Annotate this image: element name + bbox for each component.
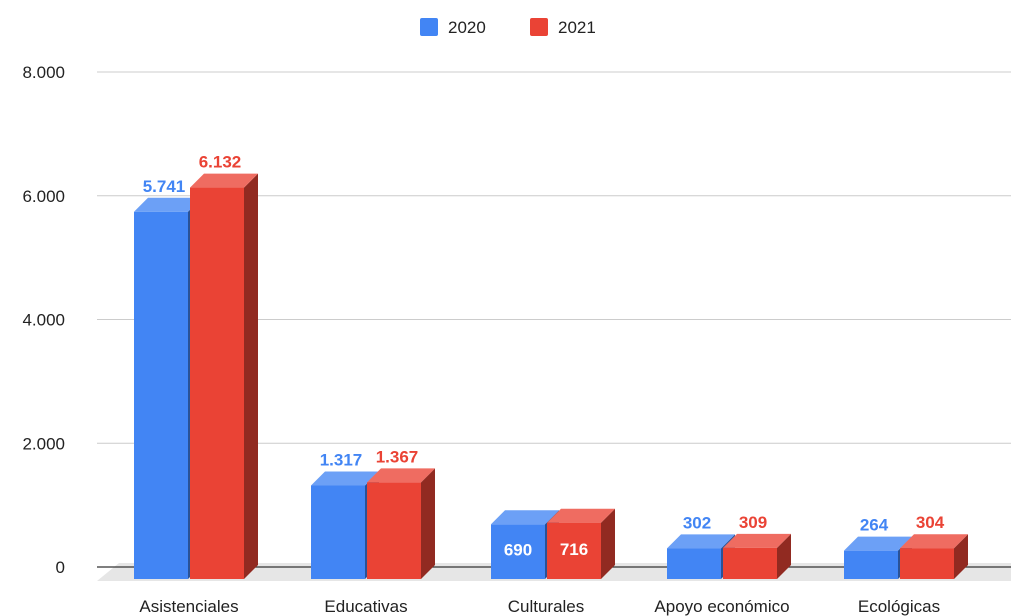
data-labels: 5.741 6.132 1.317 1.367 690 716 302 309 264 304 xyxy=(143,153,945,560)
x-tick-label-culturales: Culturales xyxy=(508,597,585,616)
x-tick-label-asistenciales: Asistenciales xyxy=(139,597,238,616)
value-label-asistenciales-2021: 6.132 xyxy=(199,153,242,172)
legend-swatch xyxy=(420,18,438,36)
value-label-ecologicas-2021: 304 xyxy=(916,513,945,532)
value-label-educativas-2020: 1.317 xyxy=(320,451,363,470)
bar-apoyo-economico-2021 xyxy=(723,533,791,579)
x-tick-label-apoyo-economico: Apoyo económico xyxy=(654,597,789,616)
legend-label: 2020 xyxy=(448,18,486,37)
value-label-apoyo-economico-2021: 309 xyxy=(739,513,767,532)
legend-label: 2021 xyxy=(558,18,596,37)
value-label-culturales-2020: 690 xyxy=(504,541,532,560)
y-tick-label: 6.000 xyxy=(22,187,65,206)
legend-swatch xyxy=(530,18,548,36)
value-label-ecologicas-2020: 264 xyxy=(860,516,889,535)
bar-educativas-2021 xyxy=(367,468,435,579)
y-axis: 0 2.000 4.000 6.000 8.000 xyxy=(22,63,65,577)
legend-item-2020: 2020 xyxy=(420,18,486,37)
y-tick-label: 8.000 xyxy=(22,63,65,82)
y-tick-label: 2.000 xyxy=(22,434,65,453)
bar-asistenciales-2020 xyxy=(134,197,202,579)
x-tick-label-ecologicas: Ecológicas xyxy=(858,597,940,616)
bars xyxy=(134,173,968,579)
x-tick-label-educativas: Educativas xyxy=(324,597,407,616)
legend-item-2021: 2021 xyxy=(530,18,596,37)
bar-culturales-2021 xyxy=(547,508,615,579)
legend: 2020 2021 xyxy=(420,18,596,37)
value-label-asistenciales-2020: 5.741 xyxy=(143,177,186,196)
value-label-culturales-2021: 716 xyxy=(560,540,588,559)
x-axis: Asistenciales Educativas Culturales Apoyo e… xyxy=(139,597,940,616)
value-label-educativas-2021: 1.367 xyxy=(376,447,419,466)
value-label-apoyo-economico-2020: 302 xyxy=(683,513,711,532)
y-tick-label: 0 xyxy=(56,558,65,577)
y-tick-label: 4.000 xyxy=(22,311,65,330)
bar-asistenciales-2021 xyxy=(190,173,258,579)
bar-ecologicas-2021 xyxy=(900,534,968,579)
